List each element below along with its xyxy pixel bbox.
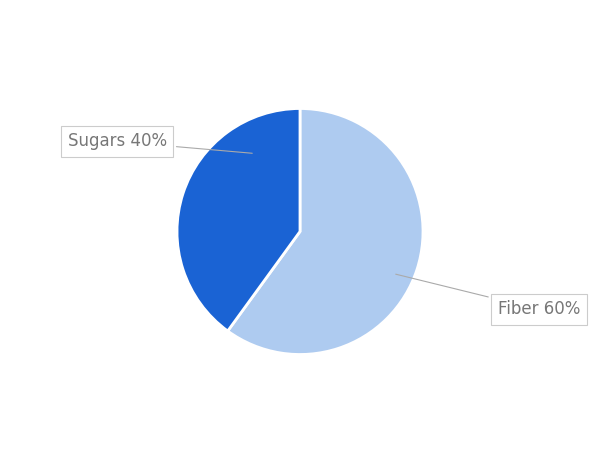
Wedge shape (177, 108, 300, 331)
Wedge shape (228, 108, 423, 355)
Text: Sugars 40%: Sugars 40% (67, 132, 252, 153)
Text: Fiber 60%: Fiber 60% (395, 274, 580, 319)
